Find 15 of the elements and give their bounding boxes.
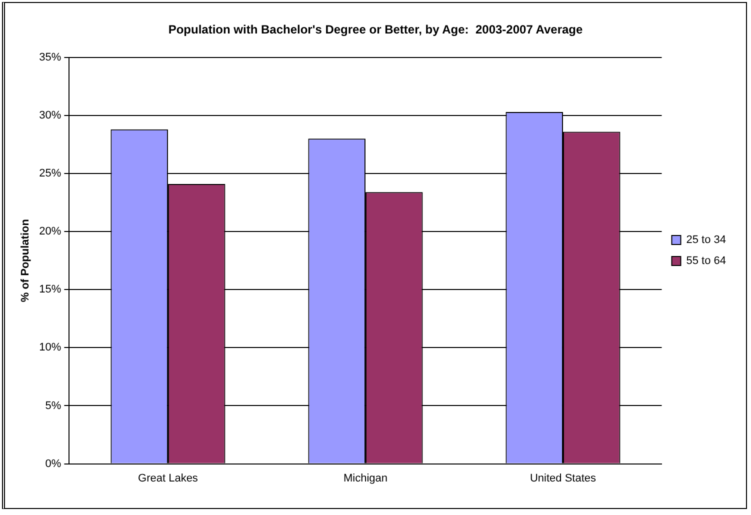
y-tick-label: 5% bbox=[45, 400, 62, 412]
x-tick-label: Great Lakes bbox=[138, 472, 198, 484]
y-tick-label: 25% bbox=[39, 168, 62, 180]
y-axis-title: % of Population bbox=[20, 218, 32, 302]
y-tick-label: 0% bbox=[45, 458, 62, 470]
y-tick-label: 35% bbox=[39, 51, 62, 64]
y-tick-label: 20% bbox=[39, 226, 62, 238]
chart-title: Population with Bachelor's Degree or Better, by Age: 2003-2007 Average bbox=[168, 22, 583, 37]
legend-label: 25 to 34 bbox=[686, 234, 726, 246]
y-tick-label: 30% bbox=[39, 109, 62, 122]
y-tick-label: 10% bbox=[39, 342, 62, 354]
legend-label: 55 to 64 bbox=[686, 255, 726, 268]
y-tick-label: 15% bbox=[39, 284, 62, 296]
x-tick-label: Michigan bbox=[343, 472, 388, 484]
x-tick-label: United States bbox=[530, 472, 597, 484]
